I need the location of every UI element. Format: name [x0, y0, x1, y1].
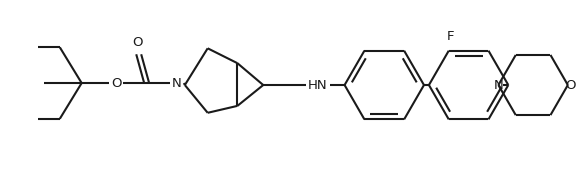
Text: F: F — [447, 30, 455, 43]
Text: HN: HN — [308, 78, 328, 91]
Text: O: O — [565, 78, 576, 91]
Text: N: N — [172, 77, 182, 90]
Text: N: N — [493, 78, 503, 91]
Text: O: O — [132, 36, 142, 49]
Text: O: O — [111, 77, 122, 90]
